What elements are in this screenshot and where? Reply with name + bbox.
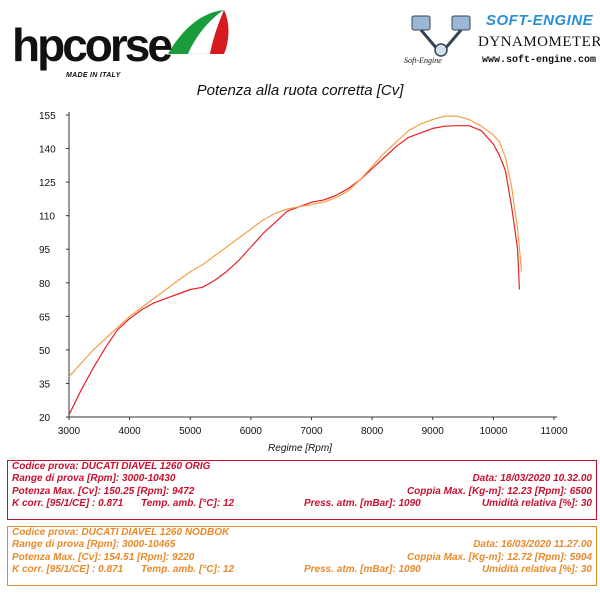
- x-tick-label: 6000: [240, 426, 263, 437]
- y-tick-label: 125: [39, 178, 56, 189]
- run2-power-max: Potenza Max. [Cv]: 154.51 [Rpm]: 9220: [12, 551, 195, 563]
- soft-engine-logo: SOFT-ENGINE DYNAMOMETERS Soft-Engine www…: [400, 8, 600, 72]
- run1-range: Range di prova [Rpm]: 3000-10430: [12, 473, 176, 485]
- hpcorse-logo: hpcorse MADE IN ITALY: [8, 8, 229, 79]
- y-tick-label: 80: [39, 279, 51, 290]
- run1-row-3: Potenza Max. [Cv]: 150.25 [Rpm]: 9472 Co…: [8, 486, 596, 498]
- dyno-subtitle: DYNAMOMETERS: [478, 34, 600, 50]
- y-tick-label: 110: [39, 212, 55, 223]
- brand-name: hpcorse: [12, 19, 173, 71]
- y-tick-label: 95: [39, 245, 51, 256]
- x-tick-label: 8000: [361, 426, 384, 437]
- run1-pressure: Press. atm. [mBar]: 1090: [304, 498, 421, 510]
- run2-row-4: K corr. [95/1/CE] : 0.871 Temp. amb. [°C…: [8, 564, 596, 576]
- x-tick-label: 7000: [300, 426, 323, 437]
- y-tick-label: 155: [39, 111, 56, 122]
- dyno-url: www.soft-engine.com: [482, 55, 597, 66]
- run1-code: Codice prova: DUCATI DIAVEL 1260 ORIG: [12, 461, 211, 472]
- run1-kcorr: K corr. [95/1/CE] : 0.871: [12, 498, 124, 510]
- chart-axes: [68, 112, 557, 418]
- chart-series: [68, 115, 523, 416]
- run1-row-2: Range di prova [Rpm]: 3000-10430 Data: 1…: [8, 473, 596, 485]
- x-tick-label: 3000: [58, 426, 81, 437]
- series-line-1: [68, 125, 520, 416]
- x-tick-label: 10000: [479, 426, 507, 437]
- x-tick-label: 11000: [540, 426, 568, 437]
- run1-power-max: Potenza Max. [Cv]: 150.25 [Rpm]: 9472: [12, 485, 195, 497]
- y-tick-label: 20: [39, 413, 51, 424]
- x-tick-label: 9000: [422, 426, 445, 437]
- piston-icon: [411, 15, 471, 57]
- y-tick-label: 140: [39, 145, 56, 156]
- x-axis-ticks: 3000 4000 5000 6000 7000 8000 9000 10000 11000: [58, 417, 568, 437]
- run1-row-1: Codice prova: DUCATI DIAVEL 1260 ORIG: [8, 461, 596, 473]
- y-tick-label: 65: [39, 312, 51, 323]
- brand-tagline: MADE IN ITALY: [66, 72, 121, 79]
- run2-row-1: Codice prova: DUCATI DIAVEL 1260 NODBOK: [8, 527, 596, 539]
- italian-flag-swoosh-icon: [168, 9, 229, 55]
- y-tick-label: 35: [39, 379, 51, 390]
- run1-row-4: K corr. [95/1/CE] : 0.871 Temp. amb. [°C…: [8, 498, 596, 510]
- dyno-small-logo-text: Soft-Engine: [404, 56, 442, 65]
- run1-humidity: Umidità relativa [%]: 30: [481, 498, 592, 510]
- run2-temp: Temp. amb. [°C]: 12: [141, 564, 235, 576]
- run2-row-2: Range di prova [Rpm]: 3000-10465 Data: 1…: [8, 539, 596, 551]
- run2-pressure: Press. atm. [mBar]: 1090: [304, 564, 421, 576]
- run2-kcorr: K corr. [95/1/CE] : 0.871: [12, 564, 124, 576]
- run2-info-box: Codice prova: DUCATI DIAVEL 1260 NODBOK …: [7, 526, 597, 586]
- run1-date: Data: 18/03/2020 10.32.00: [472, 473, 592, 485]
- run2-range: Range di prova [Rpm]: 3000-10465: [12, 539, 176, 551]
- run1-info-box: Codice prova: DUCATI DIAVEL 1260 ORIG Ra…: [7, 460, 597, 520]
- run1-torque-max: Coppia Max. [Kg-m]: 12.23 [Rpm]: 6500: [406, 485, 592, 497]
- y-axis-ticks: 155 140 125 110 95 80 65 50 35 20: [39, 111, 69, 424]
- chart-title: Potenza alla ruota corretta [Cv]: [196, 82, 404, 99]
- run2-humidity: Umidità relativa [%]: 30: [481, 564, 592, 576]
- run2-row-3: Potenza Max. [Cv]: 154.51 [Rpm]: 9220 Co…: [8, 552, 596, 564]
- run2-torque-max: Coppia Max. [Kg-m]: 12.72 [Rpm]: 5904: [406, 551, 592, 563]
- run2-date: Data: 16/03/2020 11.27.00: [473, 539, 592, 551]
- x-tick-label: 4000: [119, 426, 142, 437]
- x-tick-label: 5000: [179, 426, 202, 437]
- x-axis-label: Regime [Rpm]: [268, 443, 332, 454]
- run1-temp: Temp. amb. [°C]: 12: [141, 498, 235, 510]
- dyno-brand-name: SOFT-ENGINE: [486, 12, 594, 29]
- series-line-2: [68, 115, 523, 378]
- power-chart: 155 140 125 110 95 80 65 50 35 20 3000 4000 5000 600…: [39, 111, 568, 454]
- y-tick-label: 50: [39, 346, 51, 357]
- run2-code: Codice prova: DUCATI DIAVEL 1260 NODBOK: [12, 527, 230, 538]
